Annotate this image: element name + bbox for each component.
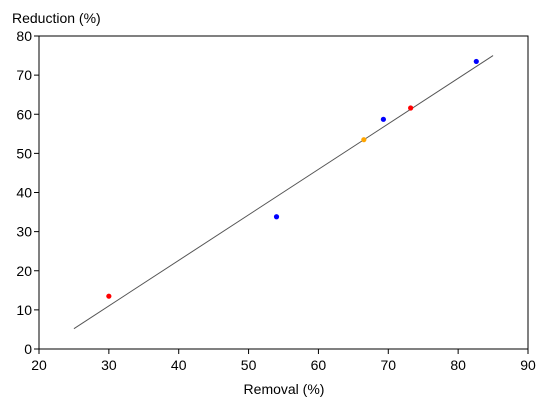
x-tick-label: 50 [241,357,257,373]
data-point [361,137,367,143]
y-tick-label: 70 [16,67,32,83]
x-tick-label: 20 [31,357,47,373]
x-tick-label: 80 [450,357,466,373]
y-tick-label: 80 [16,28,32,44]
x-tick-label: 90 [520,357,536,373]
data-point [473,58,479,65]
data-point [408,105,414,111]
trend-line [73,55,494,330]
x-tick-label: 70 [380,357,396,373]
y-tick-label: 30 [16,224,32,240]
y-tick-label: 20 [16,263,32,279]
y-tick-label: 10 [16,302,32,318]
y-axis-label: Reduction (%) [12,10,101,26]
axis-ticks: 20 30 40 50 60 70 80 90 0 10 20 30 40 50 60 70 80 [16,28,536,373]
y-tick-label: 50 [16,145,32,161]
data-points [106,58,479,299]
x-tick-label: 40 [171,357,187,373]
data-point [380,116,386,122]
y-tick-label: 60 [16,106,32,122]
x-tick-label: 30 [101,357,117,373]
y-tick-label: 40 [16,185,32,201]
data-point [273,214,280,220]
data-point [106,293,112,299]
trend-line-layer [73,55,494,330]
x-axis-label: Removal (%) [244,381,325,397]
y-tick-label: 0 [24,341,32,357]
x-tick-label: 60 [311,357,327,373]
